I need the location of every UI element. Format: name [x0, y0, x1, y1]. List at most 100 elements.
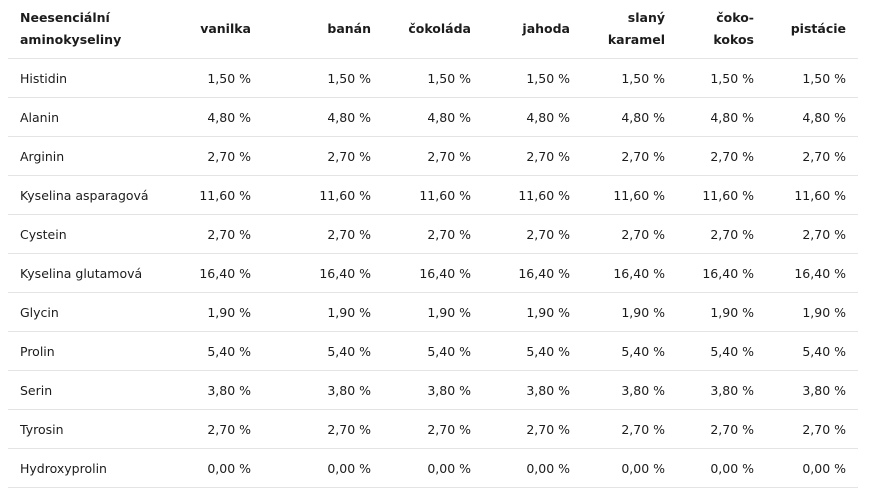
percentage-cell: 2,70 % [582, 409, 677, 449]
percentage-cell: 11,60 % [677, 175, 766, 215]
column-header-flavor: slaný karamel [582, 0, 677, 59]
percentage-cell: 3,80 % [677, 370, 766, 410]
percentage-cell: 2,70 % [677, 409, 766, 449]
table-row: Glycin 1,90 % 1,90 % 1,90 % 1,90 % 1,90 % 1,90… [8, 292, 858, 332]
percentage-cell: 2,70 % [263, 409, 383, 449]
percentage-cell: 11,60 % [483, 175, 582, 215]
amino-acid-name-cell: Kyselina glutamová [8, 253, 183, 293]
amino-acid-name-cell: Tyrosin [8, 409, 183, 449]
percentage-cell: 5,40 % [183, 331, 263, 371]
percentage-cell: 2,70 % [383, 136, 483, 176]
percentage-cell: 0,00 % [183, 448, 263, 488]
table-row: Hydroxyprolin 0,00 % 0,00 % 0,00 % 0,00 % 0,0… [8, 448, 858, 488]
column-header-text: čokoláda [408, 21, 471, 36]
percentage-cell: 11,60 % [383, 175, 483, 215]
percentage-cell: 16,40 % [582, 253, 677, 293]
percentage-cell: 1,50 % [582, 58, 677, 98]
table-row: Histidin 1,50 % 1,50 % 1,50 % 1,50 % 1,50 % 1,… [8, 58, 858, 98]
percentage-cell: 3,80 % [582, 370, 677, 410]
percentage-cell: 2,70 % [383, 409, 483, 449]
percentage-cell: 2,70 % [766, 136, 858, 176]
percentage-cell: 5,40 % [766, 331, 858, 371]
column-header-text: čoko- [716, 10, 754, 25]
percentage-cell: 3,80 % [483, 370, 582, 410]
percentage-cell: 5,40 % [483, 331, 582, 371]
column-header-text: Neesenciální [20, 10, 110, 25]
percentage-cell: 4,80 % [677, 97, 766, 137]
percentage-cell: 11,60 % [263, 175, 383, 215]
percentage-cell: 2,70 % [263, 214, 383, 254]
column-header-flavor: čoko-kokos [677, 0, 766, 59]
column-header-flavor: čokoláda [383, 0, 483, 59]
percentage-cell: 3,80 % [383, 370, 483, 410]
amino-acid-name-cell: Alanin [8, 97, 183, 137]
amino-acid-name-cell: Histidin [8, 58, 183, 98]
percentage-cell: 4,80 % [483, 97, 582, 137]
percentage-cell: 2,70 % [483, 214, 582, 254]
percentage-cell: 0,00 % [263, 448, 383, 488]
percentage-cell: 2,70 % [677, 214, 766, 254]
column-header-flavor: banán [263, 0, 383, 59]
percentage-cell: 16,40 % [766, 253, 858, 293]
column-header-text: banán [327, 21, 371, 36]
amino-acid-name-cell: Kyselina asparagová [8, 175, 183, 215]
percentage-cell: 11,60 % [183, 175, 263, 215]
table-row: Arginin 2,70 % 2,70 % 2,70 % 2,70 % 2,70 % 2,7… [8, 136, 858, 176]
percentage-cell: 2,70 % [263, 136, 383, 176]
amino-acid-name-cell: Glycin [8, 292, 183, 332]
percentage-cell: 11,60 % [582, 175, 677, 215]
percentage-cell: 1,90 % [263, 292, 383, 332]
percentage-cell: 1,90 % [183, 292, 263, 332]
percentage-cell: 3,80 % [263, 370, 383, 410]
percentage-cell: 5,40 % [677, 331, 766, 371]
percentage-cell: 5,40 % [582, 331, 677, 371]
percentage-cell: 1,90 % [483, 292, 582, 332]
percentage-cell: 1,90 % [383, 292, 483, 332]
table-row: Kyselina glutamová 16,40 % 16,40 % 16,40 % 1… [8, 253, 858, 293]
percentage-cell: 16,40 % [183, 253, 263, 293]
percentage-cell: 1,90 % [766, 292, 858, 332]
percentage-cell: 2,70 % [183, 409, 263, 449]
percentage-cell: 16,40 % [677, 253, 766, 293]
percentage-cell: 11,60 % [766, 175, 858, 215]
percentage-cell: 4,80 % [183, 97, 263, 137]
amino-acid-table: Neesenciální aminokyseliny vanilka banán čok… [8, 0, 858, 488]
percentage-cell: 5,40 % [383, 331, 483, 371]
percentage-cell: 1,90 % [582, 292, 677, 332]
amino-acid-name-cell: Hydroxyprolin [8, 448, 183, 488]
percentage-cell: 2,70 % [582, 214, 677, 254]
column-header-amino-acids: Neesenciální aminokyseliny [8, 0, 183, 59]
column-header-text: kokos [713, 32, 754, 47]
percentage-cell: 2,70 % [483, 409, 582, 449]
percentage-cell: 5,40 % [263, 331, 383, 371]
percentage-cell: 1,50 % [483, 58, 582, 98]
column-header-flavor: vanilka [183, 0, 263, 59]
percentage-cell: 1,50 % [383, 58, 483, 98]
percentage-cell: 0,00 % [677, 448, 766, 488]
column-header-text: vanilka [200, 21, 251, 36]
amino-acid-name-cell: Prolin [8, 331, 183, 371]
percentage-cell: 2,70 % [582, 136, 677, 176]
percentage-cell: 0,00 % [383, 448, 483, 488]
percentage-cell: 1,50 % [766, 58, 858, 98]
table-body: Histidin 1,50 % 1,50 % 1,50 % 1,50 % 1,50 % 1,… [8, 58, 858, 488]
column-header-text: karamel [607, 32, 665, 47]
amino-acid-name-cell: Cystein [8, 214, 183, 254]
percentage-cell: 1,50 % [263, 58, 383, 98]
amino-acid-name-cell: Arginin [8, 136, 183, 176]
percentage-cell: 16,40 % [383, 253, 483, 293]
table-row: Prolin 5,40 % 5,40 % 5,40 % 5,40 % 5,40 % 5,40… [8, 331, 858, 371]
percentage-cell: 1,90 % [677, 292, 766, 332]
table-row: Cystein 2,70 % 2,70 % 2,70 % 2,70 % 2,70 % 2,7… [8, 214, 858, 254]
table-row: Tyrosin 2,70 % 2,70 % 2,70 % 2,70 % 2,70 % 2,7… [8, 409, 858, 449]
percentage-cell: 2,70 % [383, 214, 483, 254]
table-header-row: Neesenciální aminokyseliny vanilka banán čok… [8, 0, 858, 59]
table-row: Kyselina asparagová 11,60 % 11,60 % 11,60 %… [8, 175, 858, 215]
column-header-flavor: jahoda [483, 0, 582, 59]
column-header-text: jahoda [522, 21, 570, 36]
percentage-cell: 2,70 % [677, 136, 766, 176]
percentage-cell: 2,70 % [183, 214, 263, 254]
percentage-cell: 1,50 % [183, 58, 263, 98]
percentage-cell: 0,00 % [582, 448, 677, 488]
